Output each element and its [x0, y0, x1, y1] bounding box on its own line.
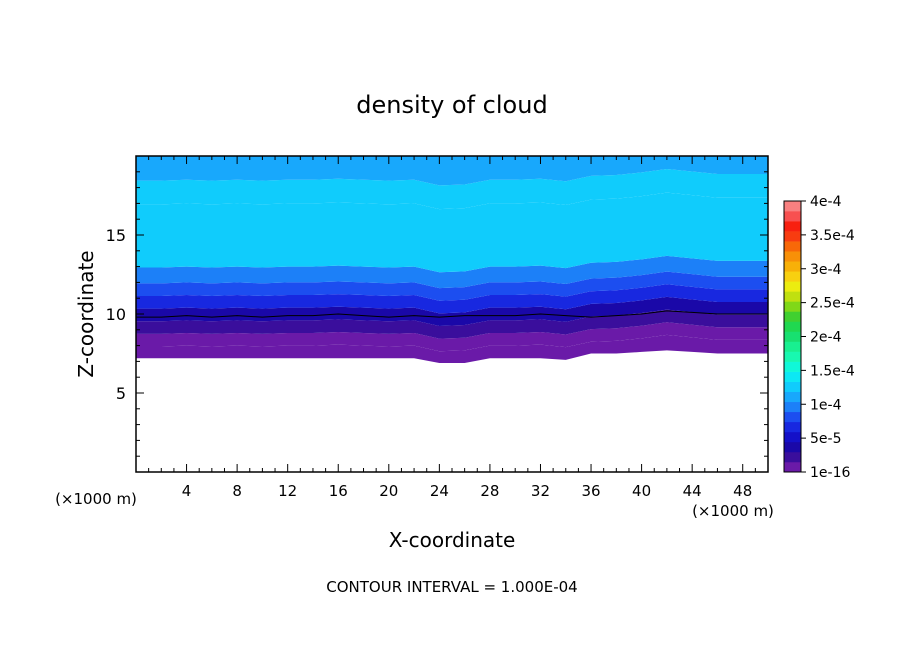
x-tick-label: 48	[733, 482, 752, 500]
colorbar-label: 3e-4	[810, 262, 842, 278]
colorbar-segment	[784, 381, 801, 393]
colorbar-segment	[784, 241, 801, 252]
colorbar-label: 2.5e-4	[810, 296, 855, 312]
x-tick-label: 32	[531, 482, 550, 500]
y-tick-label: 15	[106, 226, 126, 245]
density-field	[136, 156, 768, 363]
colorbar-label: 1e-4	[810, 397, 842, 413]
colorbar-segment	[784, 441, 801, 453]
colorbar-label: 4e-4	[810, 194, 842, 210]
y-tick-label: 10	[106, 305, 126, 324]
colorbar-label: 5e-5	[810, 431, 841, 447]
density-band	[136, 296, 768, 327]
x-tick-label: 8	[232, 482, 242, 500]
density-band	[136, 284, 768, 314]
density-band	[136, 156, 768, 186]
y-axis-label: Z-coordinate	[74, 250, 98, 377]
x-tick-label: 12	[278, 482, 297, 500]
contour-interval-footer: CONTOUR INTERVAL = 1.000E-04	[326, 578, 577, 596]
density-band	[136, 322, 768, 352]
density-band	[136, 271, 768, 301]
colorbar-label: 1.5e-4	[810, 363, 855, 379]
x-axis-label: X-coordinate	[389, 528, 516, 552]
colorbar-segment	[784, 291, 801, 302]
colorbar-segment	[784, 451, 801, 463]
colorbar-label: 2e-4	[810, 330, 842, 346]
x-tick-label: 16	[329, 482, 348, 500]
colorbar-segment	[784, 461, 801, 473]
colorbar: 1e-16 5e-5 1e-4 1.5e-4 2e-4 2.5e-4 3e-4 3.5e-4 4…	[783, 194, 855, 481]
colorbar-segment	[784, 311, 801, 322]
x-tick-label: 24	[430, 482, 449, 500]
x-tick-label: 20	[379, 482, 398, 500]
colorbar-segment	[784, 401, 801, 413]
colorbar-segment	[784, 331, 801, 342]
x-tick-label: 4	[182, 482, 192, 500]
chart-title: density of cloud	[356, 91, 547, 119]
density-band	[136, 255, 768, 289]
colorbar-segment	[784, 261, 801, 272]
x-tick-label: 44	[683, 482, 702, 500]
density-band	[136, 309, 768, 339]
colorbar-segment	[784, 361, 801, 372]
colorbar-segment	[784, 231, 801, 242]
x-tick-label: 28	[480, 482, 499, 500]
colorbar-label: 3.5e-4	[810, 228, 855, 244]
x-tick-label: 36	[581, 482, 600, 500]
colorbar-segment	[784, 251, 801, 262]
colorbar-segment	[784, 371, 801, 382]
x-axis: 4 8 12 16 20 24 28 32 36 40 44 48	[148, 156, 756, 500]
colorbar-segment	[784, 421, 801, 433]
colorbar-segment	[784, 391, 801, 403]
density-band	[136, 192, 768, 273]
x-unit-label-left: (×1000 m)	[55, 490, 137, 508]
colorbar-segment	[784, 431, 801, 443]
colorbar-segment	[784, 351, 801, 362]
contour-line	[136, 310, 768, 318]
colorbar-segment	[784, 201, 801, 212]
colorbar-segment	[784, 271, 801, 282]
density-band	[136, 334, 768, 363]
colorbar-segment	[784, 211, 801, 222]
density-band	[136, 168, 768, 210]
colorbar-label: 1e-16	[810, 465, 850, 481]
colorbar-segment	[784, 321, 801, 332]
colorbar-segment	[784, 221, 801, 232]
colorbar-segment	[784, 281, 801, 292]
colorbar-segment	[784, 341, 801, 352]
y-axis: 5 10 15	[106, 171, 768, 457]
colorbar-segment	[784, 301, 801, 312]
x-unit-label-right: (×1000 m)	[692, 502, 774, 520]
x-tick-label: 40	[632, 482, 651, 500]
y-tick-label: 5	[116, 384, 126, 403]
colorbar-segment	[784, 411, 801, 423]
